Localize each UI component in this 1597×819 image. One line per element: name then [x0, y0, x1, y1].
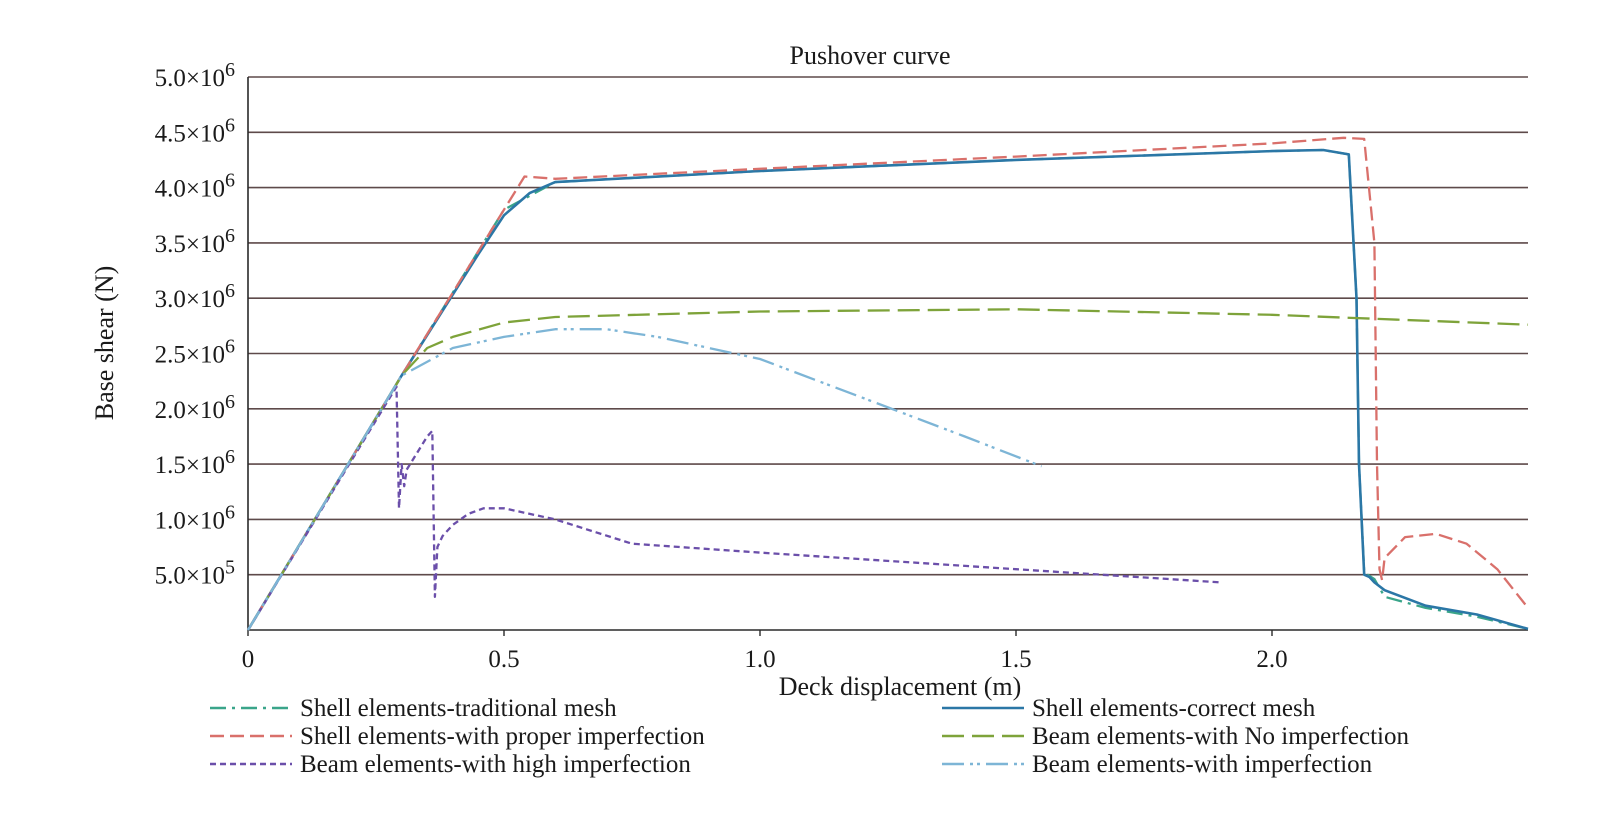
series-line-3: [247, 308, 1529, 631]
legend-label-1: Shell elements-correct mesh: [1032, 695, 1316, 722]
y-tick-label-0: 5.0×105: [155, 557, 235, 590]
series-line-2: [247, 136, 1529, 631]
legend-label-3: Beam elements-with No imperfection: [1032, 723, 1409, 750]
y-tick-label-3: 2.0×106: [155, 391, 235, 424]
y-tick-label-6: 3.5×106: [155, 225, 235, 258]
y-tick-label-4: 2.5×106: [155, 336, 235, 369]
legend-label-2: Shell elements-with proper imperfection: [300, 723, 705, 750]
y-axis-title: Base shear (N): [90, 266, 119, 421]
y-tick-label-7: 4.0×106: [155, 170, 235, 203]
series-line-1: [246, 148, 1529, 631]
x-axis-title: Deck displacement (m): [779, 672, 1022, 701]
y-tick-label-9: 5.0×106: [155, 59, 235, 92]
legend-label-4: Beam elements-with high imperfection: [300, 751, 691, 778]
legend-label-5: Beam elements-with imperfection: [1032, 751, 1373, 778]
series-line-5: [247, 328, 1043, 631]
chart-title: Pushover curve: [789, 41, 950, 70]
y-tick-label-5: 3.0×106: [155, 280, 235, 313]
series-line-4: [247, 385, 1221, 631]
legend-label-0: Shell elements-traditional mesh: [300, 695, 617, 722]
x-tick-label-2: 1.0: [744, 646, 775, 673]
gridlines: [248, 76, 1528, 576]
x-tick-label-1: 0.5: [488, 646, 519, 673]
y-tick-label-2: 1.5×106: [155, 446, 235, 479]
series-group: [246, 136, 1529, 631]
x-tick-label-3: 1.5: [1000, 646, 1031, 673]
y-tick-label-1: 1.0×106: [155, 501, 235, 534]
x-tick-label-4: 2.0: [1256, 646, 1287, 673]
y-tick-label-8: 4.5×106: [155, 114, 235, 147]
axes: [247, 77, 1528, 636]
tick-labels: 5.0×105 1.0×106 1.5×106 2.0×106 2.5×106 3.0×1…: [155, 59, 1288, 673]
x-tick-label-0: 0: [242, 646, 255, 673]
